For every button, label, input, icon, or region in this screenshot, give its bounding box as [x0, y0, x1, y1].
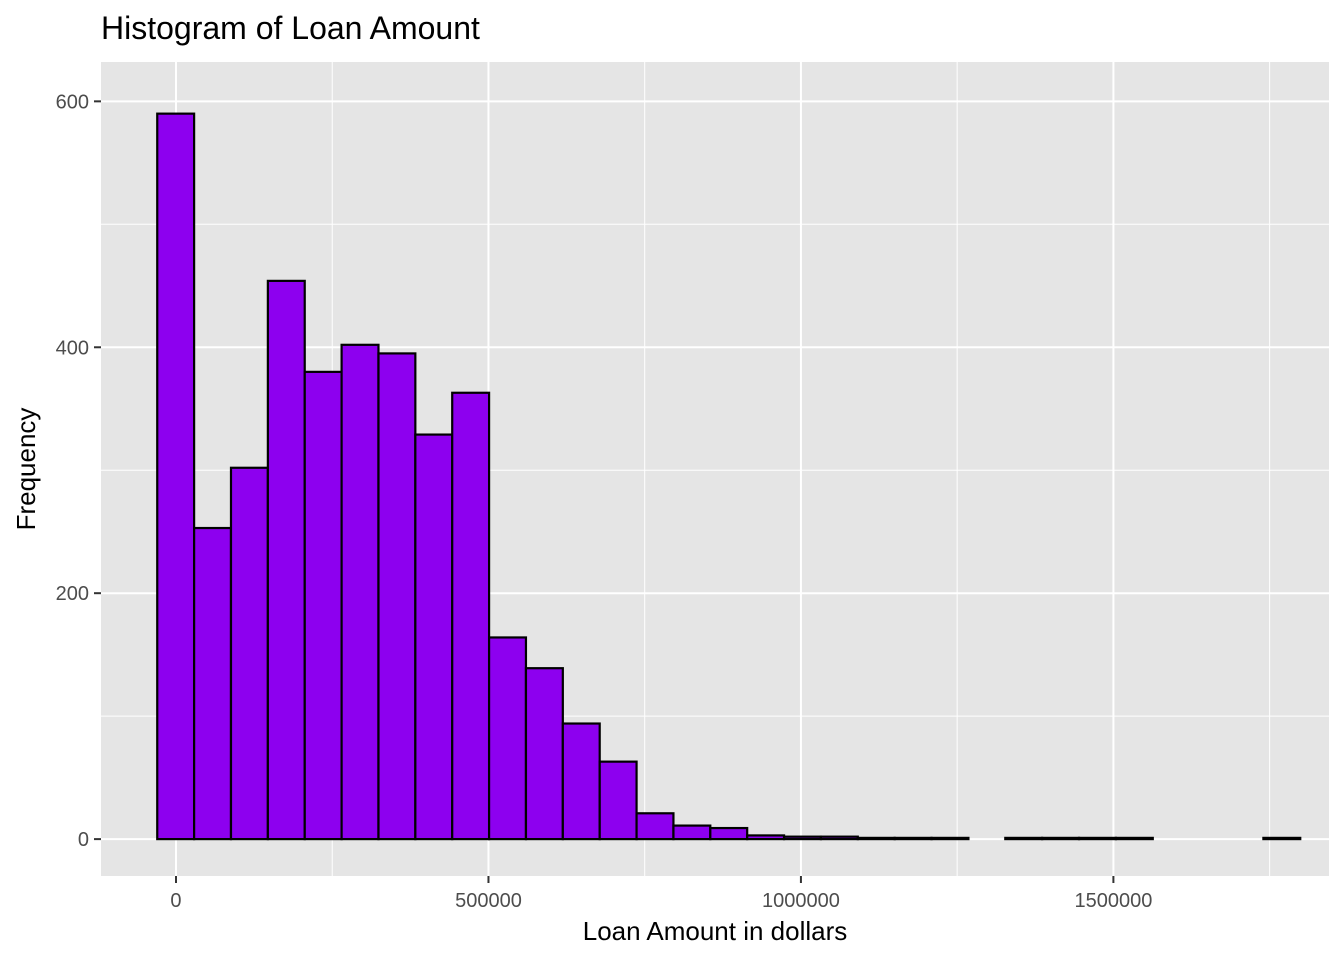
y-axis: 0 200 400 600 [56, 91, 101, 851]
histogram-bar [303, 370, 343, 841]
histogram-bars [156, 112, 1302, 841]
histogram-bar [672, 824, 712, 841]
histogram-bar [930, 836, 970, 841]
histogram-bar [487, 636, 528, 841]
histogram-bar [229, 466, 269, 841]
histogram-bar [524, 667, 564, 841]
histogram-bar [819, 835, 859, 841]
histogram-bar [746, 834, 786, 841]
y-tick-label: 0 [78, 829, 89, 851]
histogram-bar [1041, 836, 1081, 841]
histogram-bar [561, 722, 601, 841]
x-axis-title: Loan Amount in dollars [583, 916, 848, 946]
histogram-bar [414, 433, 454, 841]
histogram-bar [709, 826, 749, 841]
y-axis-title: Frequency [11, 408, 41, 531]
histogram-bar [1114, 836, 1154, 841]
y-tick-label: 600 [56, 91, 89, 113]
y-tick-label: 200 [56, 583, 89, 605]
histogram-bar [782, 835, 823, 841]
x-tick-label: 500000 [455, 890, 522, 912]
histogram-bar [1077, 836, 1117, 841]
histogram-bar [377, 352, 417, 841]
histogram-bar [193, 526, 233, 841]
histogram-bar [340, 343, 380, 841]
histogram-bar [635, 812, 675, 841]
histogram-bar [893, 836, 933, 841]
x-tick-label: 1000000 [762, 890, 840, 912]
histogram-bar [451, 391, 491, 841]
histogram-bar [598, 760, 638, 841]
x-axis: 0 500000 1000000 1500000 [170, 876, 1152, 912]
chart-title: Histogram of Loan Amount [101, 10, 480, 46]
histogram-bar [1262, 836, 1302, 841]
histogram-bar [156, 112, 196, 841]
y-tick-label: 400 [56, 337, 89, 359]
histogram-bar [266, 279, 306, 841]
x-tick-label: 1500000 [1074, 890, 1152, 912]
histogram-bar [856, 836, 896, 841]
x-tick-label: 0 [170, 890, 181, 912]
minor-gridlines [101, 62, 1329, 876]
histogram-bar [1004, 836, 1044, 841]
